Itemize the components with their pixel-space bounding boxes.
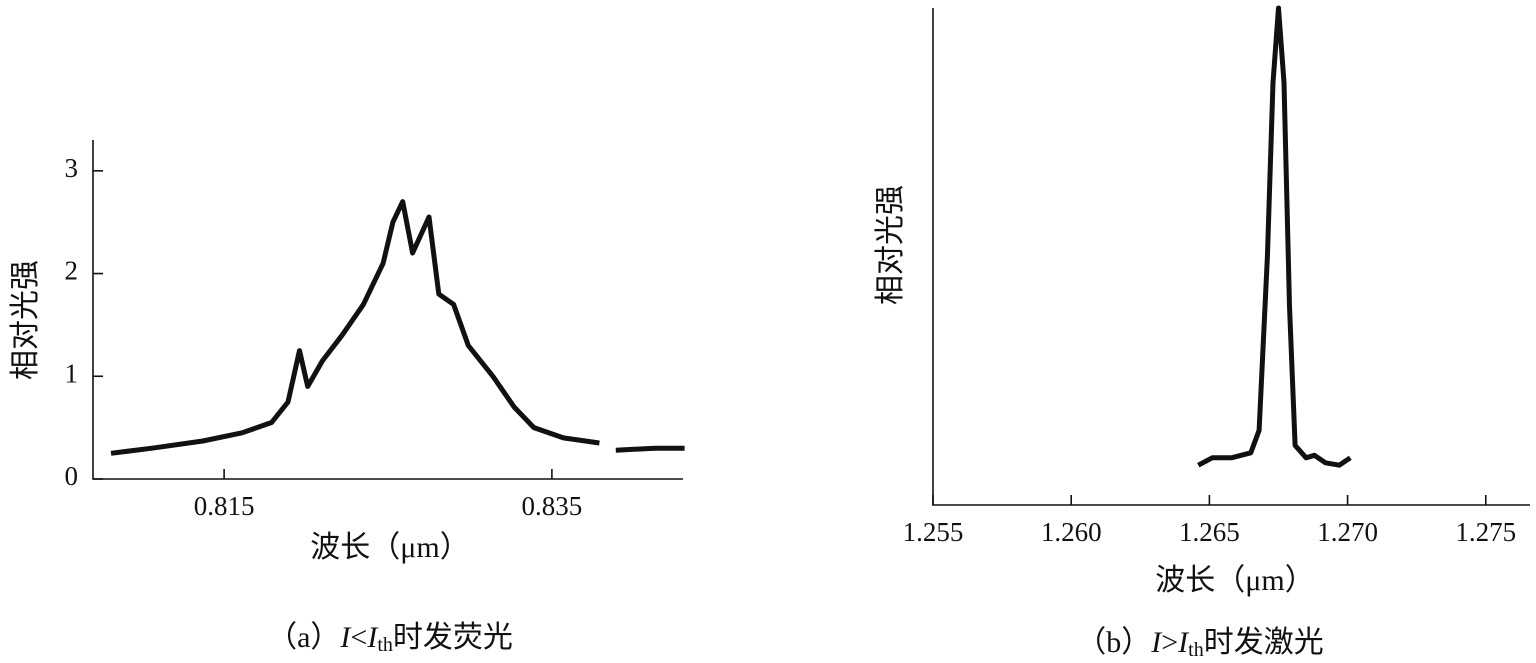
caption-part: > — [1161, 626, 1178, 659]
caption-part: th — [377, 634, 393, 656]
x-axis-label: 波长（μm） — [310, 531, 469, 564]
caption-part: 时发激光 — [1204, 626, 1324, 659]
x-tick-label: 1.265 — [1179, 517, 1240, 547]
caption-part: （b） — [1076, 626, 1151, 659]
spectrum-line — [110, 199, 685, 456]
y-axis-label: 相对光强 — [9, 260, 42, 380]
caption-part: < — [350, 621, 367, 654]
caption-part: I — [1177, 626, 1190, 659]
y-tick-label: 3 — [65, 153, 79, 183]
spectrum-line — [1197, 5, 1352, 468]
caption-part: I — [1150, 626, 1163, 659]
x-tick-label: 1.270 — [1317, 517, 1378, 547]
caption: （a）I<Ith时发荧光 — [267, 621, 513, 656]
caption: （b）I>Ith时发激光 — [1076, 626, 1323, 661]
x-tick-label: 1.275 — [1455, 517, 1516, 547]
y-tick-label: 2 — [65, 256, 79, 286]
caption-part: th — [1188, 639, 1204, 661]
caption-part: （a） — [267, 621, 340, 654]
caption-part: I — [339, 621, 352, 654]
axes — [932, 8, 1530, 506]
y-tick-label: 0 — [65, 461, 79, 491]
axes — [92, 140, 683, 480]
caption-part: 时发荧光 — [393, 621, 513, 654]
y-axis-label: 相对光强 — [874, 185, 907, 305]
x-tick-label: 0.835 — [522, 491, 583, 521]
caption-part: I — [366, 621, 379, 654]
y-tick-label: 1 — [65, 358, 79, 388]
x-axis-label: 波长（μm） — [1155, 564, 1314, 597]
x-tick-label: 1.260 — [1041, 517, 1102, 547]
x-tick-label: 0.815 — [194, 491, 255, 521]
x-tick-label: 1.255 — [903, 517, 964, 547]
